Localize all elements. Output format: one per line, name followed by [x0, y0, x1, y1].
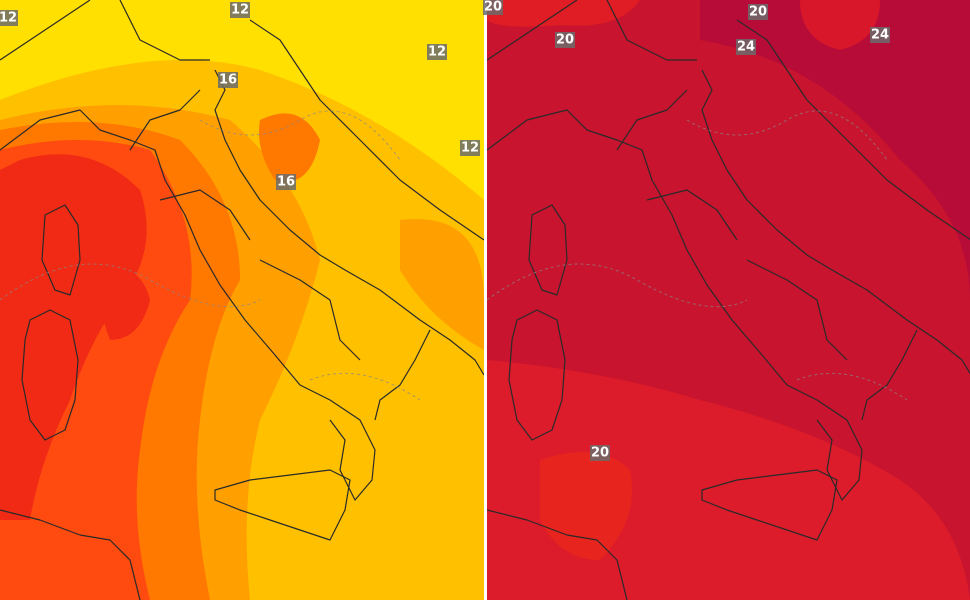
contour-label: 20 — [749, 5, 767, 20]
contour-label: 24 — [737, 40, 755, 55]
label-box — [748, 4, 768, 20]
contour-label: 12 — [231, 3, 249, 18]
label-box — [218, 72, 238, 88]
label-box — [276, 174, 296, 190]
label-box — [483, 0, 503, 15]
contour-label: 12 — [0, 11, 17, 26]
label-box — [0, 10, 18, 26]
contour-label: 12 — [428, 45, 446, 60]
contour-label: 20 — [484, 0, 502, 15]
contour-label: 20 — [556, 33, 574, 48]
label-box — [590, 445, 610, 461]
label-box — [427, 44, 447, 60]
label-box — [736, 39, 756, 55]
right-map — [487, 0, 970, 600]
contour-label: 20 — [591, 446, 609, 461]
contour-labels: 12 12 12 12 16 16 20 20 20 24 24 20 — [0, 0, 890, 461]
contour-label: 16 — [219, 73, 237, 88]
contour-label: 16 — [277, 175, 295, 190]
label-box — [870, 27, 890, 43]
contour-label: 12 — [461, 141, 479, 156]
left-map — [0, 0, 484, 600]
divider — [484, 0, 487, 600]
label-box — [230, 2, 250, 18]
contour-label: 24 — [871, 28, 889, 43]
label-box — [555, 32, 575, 48]
label-box — [460, 140, 480, 156]
